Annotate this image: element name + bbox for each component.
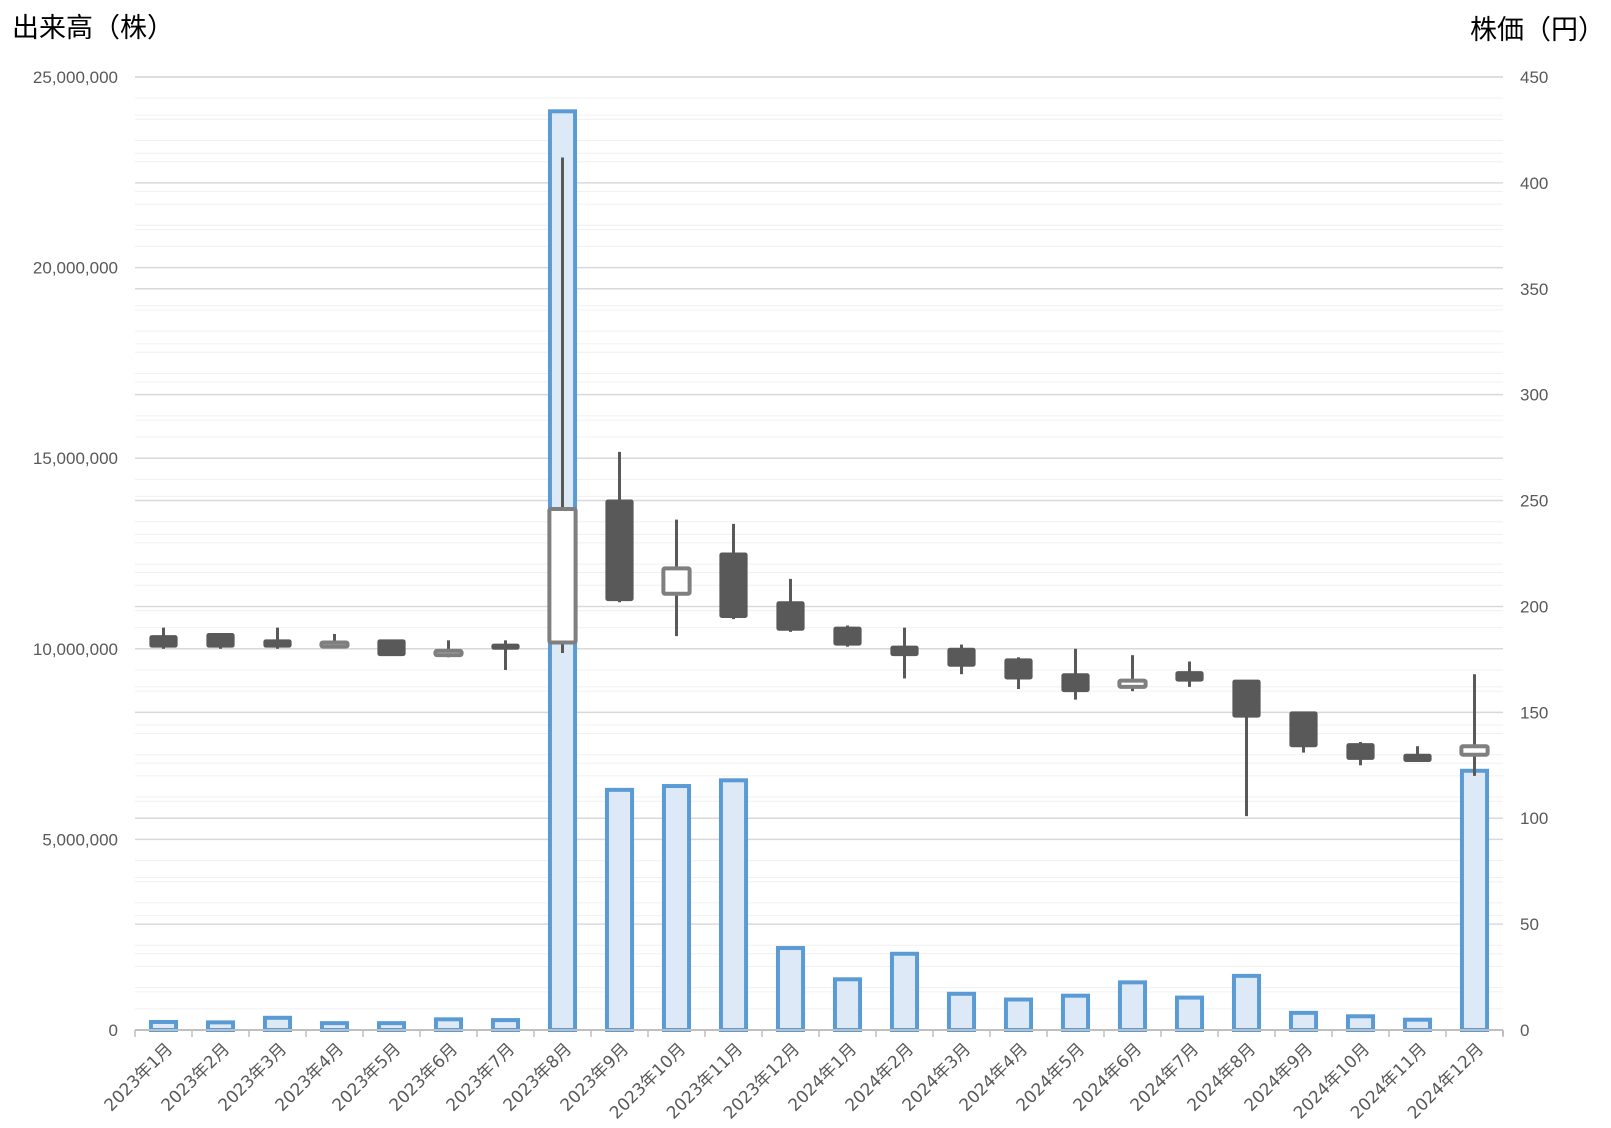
- candle-body: [605, 499, 634, 602]
- volume-bar: [1060, 993, 1091, 1033]
- y-axis-title-volume: 出来高（株）: [12, 13, 174, 43]
- volume-bar: [262, 1015, 293, 1032]
- y-tick-label-volume: 5,000,000: [42, 830, 118, 849]
- y-tick-label-volume: 25,000,000: [33, 68, 118, 87]
- y-tick-label-price: 100: [1520, 809, 1548, 828]
- candle-body: [1403, 753, 1432, 763]
- y-tick-label-volume: 0: [109, 1021, 118, 1040]
- y-tick-label-price: 50: [1520, 915, 1539, 934]
- candle-body: [433, 648, 464, 658]
- y-tick-label-price: 400: [1520, 174, 1548, 193]
- candlesticks: [149, 157, 1490, 817]
- volume-bar: [433, 1017, 464, 1033]
- candle-body: [890, 645, 919, 657]
- candle-body: [661, 566, 692, 596]
- volume-bar: [1003, 997, 1034, 1033]
- candle-body: [1061, 673, 1090, 693]
- volume-bar: [1345, 1014, 1376, 1032]
- volume-bar: [946, 991, 977, 1033]
- candle-body: [206, 632, 235, 648]
- candle-body: [833, 626, 862, 646]
- y-tick-label-price: 300: [1520, 386, 1548, 405]
- y-axis-ticks-price: 0 50 100 150 200 250 300 350 400 450: [1520, 68, 1548, 1040]
- axes: [134, 1029, 1504, 1037]
- volume-bars: [148, 109, 1490, 1033]
- volume-bar: [604, 787, 635, 1032]
- y-tick-label-price: 350: [1520, 280, 1548, 299]
- y-tick-label-price: 250: [1520, 492, 1548, 511]
- volume-bar: [1402, 1017, 1433, 1032]
- y-axis-ticks-volume: 0 5,000,000 10,000,000 15,000,000 20,000,000…: [33, 68, 118, 1040]
- volume-bar: [718, 778, 749, 1033]
- candle-body: [776, 601, 805, 631]
- volume-bar: [319, 1021, 350, 1033]
- volume-bar: [1231, 973, 1262, 1033]
- volume-bar: [148, 1019, 179, 1033]
- candle-body: [1004, 658, 1033, 680]
- y-tick-label-volume: 15,000,000: [33, 449, 118, 468]
- volume-bar: [490, 1018, 521, 1033]
- y-axis-title-price: 株価（円）: [1470, 15, 1605, 45]
- candle-body: [947, 647, 976, 667]
- volume-bar: [1174, 995, 1205, 1033]
- candle-body: [1232, 679, 1261, 718]
- candle-body: [149, 635, 178, 648]
- y-tick-label-volume: 20,000,000: [33, 259, 118, 278]
- volume-bar: [1117, 980, 1148, 1032]
- candle-body: [319, 640, 350, 649]
- candle-body: [547, 507, 578, 645]
- volume-bar: [832, 977, 863, 1033]
- y-tick-label-price: 0: [1520, 1021, 1529, 1040]
- y-tick-label-price: 450: [1520, 68, 1548, 87]
- candle-body: [1346, 743, 1375, 760]
- x-axis-ticks: 2023年1月2023年2月2023年3月2023年4月2023年5月2023年…: [101, 1039, 1488, 1123]
- candle-body: [719, 552, 748, 619]
- y-tick-label-price: 150: [1520, 703, 1548, 722]
- volume-bar: [1459, 768, 1490, 1032]
- candle-body: [1117, 678, 1148, 689]
- candle-body: [1175, 671, 1204, 682]
- volume-bar: [661, 784, 692, 1032]
- candle-body: [1459, 744, 1490, 757]
- volume-bar: [889, 951, 920, 1033]
- volume-bar: [376, 1021, 407, 1033]
- grid-lines: [135, 76, 1503, 1031]
- y-tick-label-price: 200: [1520, 597, 1548, 616]
- candle-body: [1289, 711, 1318, 748]
- candle-body: [263, 639, 292, 648]
- candle-body: [491, 643, 520, 650]
- volume-bar: [205, 1020, 236, 1032]
- y-tick-label-volume: 10,000,000: [33, 640, 118, 659]
- volume-bar: [775, 946, 806, 1032]
- candle-body: [377, 639, 406, 657]
- volume-bar: [1288, 1010, 1319, 1033]
